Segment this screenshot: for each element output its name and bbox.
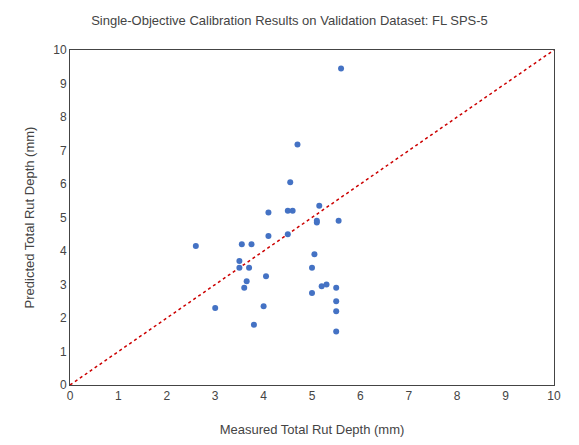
svg-text:4: 4 <box>60 244 67 258</box>
svg-text:Predicted Total Rut Depth (mm): Predicted Total Rut Depth (mm) <box>22 127 37 309</box>
svg-text:1: 1 <box>60 345 67 359</box>
svg-text:2: 2 <box>60 311 67 325</box>
svg-text:3: 3 <box>60 278 67 292</box>
svg-text:8: 8 <box>60 110 67 124</box>
svg-text:4: 4 <box>260 389 267 403</box>
svg-text:0: 0 <box>60 378 67 392</box>
svg-text:9: 9 <box>60 77 67 91</box>
svg-text:0: 0 <box>67 389 74 403</box>
svg-text:6: 6 <box>357 389 364 403</box>
svg-text:3: 3 <box>212 389 219 403</box>
svg-text:5: 5 <box>60 211 67 225</box>
svg-text:2: 2 <box>163 389 170 403</box>
svg-text:5: 5 <box>309 389 316 403</box>
svg-text:10: 10 <box>547 389 561 403</box>
svg-text:Measured Total Rut Depth (mm): Measured Total Rut Depth (mm) <box>220 422 405 437</box>
svg-text:9: 9 <box>502 389 509 403</box>
svg-text:8: 8 <box>454 389 461 403</box>
svg-text:7: 7 <box>405 389 412 403</box>
svg-text:6: 6 <box>60 177 67 191</box>
svg-text:7: 7 <box>60 144 67 158</box>
svg-text:Single-Objective Calibration R: Single-Objective Calibration Results on … <box>91 13 488 28</box>
svg-text:10: 10 <box>53 43 67 57</box>
svg-text:1: 1 <box>115 389 122 403</box>
